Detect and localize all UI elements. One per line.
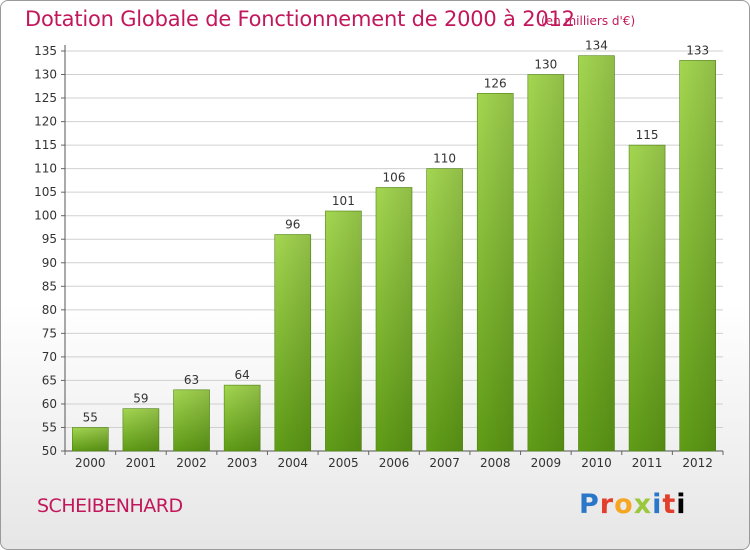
logo-letter: x — [633, 489, 653, 520]
bar-layer — [72, 55, 716, 452]
x-tick-label: 2006 — [379, 456, 410, 470]
x-tick-label: 2009 — [531, 456, 562, 470]
bar-shade — [72, 427, 109, 451]
chart-title: Dotation Globale de Fonctionnement de 20… — [25, 7, 575, 31]
x-tick-label: 2010 — [581, 456, 612, 470]
data-label: 101 — [332, 194, 355, 208]
data-label: 106 — [383, 170, 406, 184]
bar-shade — [578, 55, 615, 452]
y-tick-label: 75 — [42, 326, 57, 340]
data-label: 115 — [636, 128, 659, 142]
x-tick-label: 2007 — [429, 456, 460, 470]
data-label: 96 — [285, 218, 300, 232]
y-tick-label: 65 — [42, 373, 57, 387]
bar-shade — [629, 145, 666, 451]
bar-shade — [325, 211, 362, 451]
x-tick-label: 2004 — [277, 456, 308, 470]
bar-shade — [224, 385, 261, 451]
chart-subtitle: (en milliers d'€) — [541, 14, 636, 28]
bar-shade — [527, 74, 564, 451]
bar-shade — [173, 389, 210, 451]
logo-letter: t — [662, 489, 677, 520]
y-tick-label: 95 — [42, 232, 57, 246]
data-label: 133 — [686, 43, 709, 57]
bar-shade — [274, 234, 311, 451]
y-tick-label: 135 — [34, 44, 57, 58]
x-tick-label: 2011 — [632, 456, 663, 470]
bar-shade — [376, 187, 412, 451]
y-tick-label: 105 — [34, 185, 57, 199]
logo-letter: i — [676, 489, 687, 520]
y-tick-label: 60 — [42, 397, 57, 411]
data-label: 130 — [534, 58, 557, 72]
y-tick-label: 80 — [42, 303, 57, 317]
data-label: 55 — [83, 410, 98, 424]
data-label: 59 — [133, 392, 148, 406]
x-tick-label: 2005 — [328, 456, 359, 470]
y-tick-label: 90 — [42, 256, 57, 270]
city-name: SCHEIBENHARD — [37, 495, 183, 517]
bar-shade — [679, 60, 716, 451]
y-tick-label: 85 — [42, 279, 57, 293]
logo-letter: r — [599, 489, 615, 520]
x-tick-label: 2002 — [176, 456, 207, 470]
bar-shade — [426, 168, 463, 451]
data-label: 110 — [433, 152, 456, 166]
data-label: 134 — [585, 39, 608, 53]
bar-shade — [122, 408, 159, 451]
y-tick-label: 100 — [34, 209, 57, 223]
y-tick-label: 55 — [42, 420, 57, 434]
y-tick-label: 120 — [34, 115, 57, 129]
x-tick-label: 2012 — [682, 456, 713, 470]
y-tick-label: 115 — [34, 138, 57, 152]
x-tick-label: 2001 — [126, 456, 157, 470]
y-tick-label: 125 — [34, 91, 57, 105]
data-label: 64 — [235, 368, 250, 382]
bar-shade — [477, 93, 514, 452]
logo-letter: P — [579, 489, 600, 520]
data-label: 126 — [484, 76, 507, 90]
y-tick-label: 110 — [34, 162, 57, 176]
logo-letter: i — [652, 489, 663, 520]
label-layer: 2000 55 2001 59 2002 63 2003 64 2004 96 2005 101 200… — [75, 39, 713, 470]
y-tick-label: 130 — [34, 68, 57, 82]
y-tick-label: 70 — [42, 350, 57, 364]
x-tick-label: 2000 — [75, 456, 106, 470]
y-tick-label: 50 — [42, 444, 57, 458]
x-tick-label: 2008 — [480, 456, 511, 470]
logo-letter: o — [614, 489, 634, 520]
x-tick-label: 2003 — [227, 456, 258, 470]
data-label: 63 — [184, 373, 199, 387]
proxiti-logo: Proxiti — [579, 489, 687, 520]
